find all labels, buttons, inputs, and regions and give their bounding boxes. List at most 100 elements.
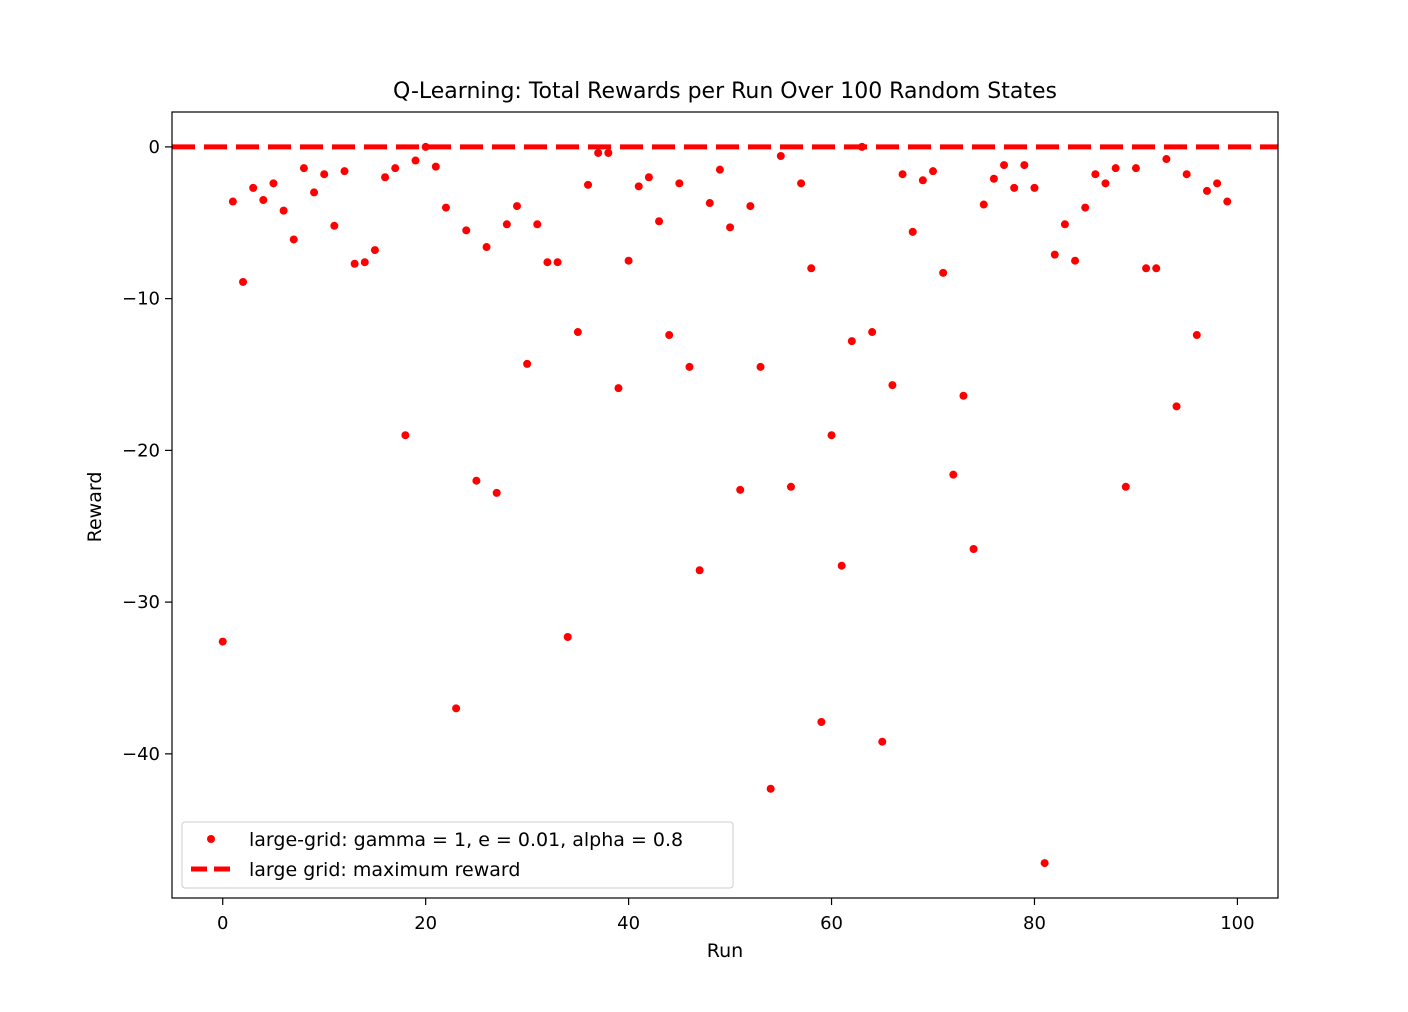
data-point bbox=[634, 182, 643, 191]
data-point bbox=[726, 223, 735, 232]
data-point bbox=[299, 164, 308, 173]
data-point bbox=[320, 170, 329, 179]
data-point bbox=[827, 431, 836, 440]
legend: large-grid: gamma = 1, e = 0.01, alpha =… bbox=[181, 821, 734, 889]
data-point bbox=[289, 235, 298, 244]
data-point bbox=[736, 485, 745, 494]
y-tick-label: −40 bbox=[122, 744, 160, 765]
data-point bbox=[594, 148, 603, 157]
x-tick-label: 20 bbox=[414, 913, 437, 934]
x-axis: 0 20 40 60 80 100 bbox=[217, 898, 1255, 934]
data-point bbox=[756, 362, 765, 371]
data-point bbox=[310, 188, 319, 197]
data-point bbox=[1202, 186, 1211, 195]
data-point bbox=[624, 256, 633, 265]
data-point bbox=[1223, 197, 1232, 206]
data-point bbox=[421, 142, 430, 151]
data-point bbox=[1010, 183, 1019, 192]
data-point bbox=[381, 173, 390, 182]
data-point bbox=[837, 561, 846, 570]
data-point bbox=[279, 206, 288, 215]
y-axis-label: Reward bbox=[84, 472, 106, 543]
data-point bbox=[929, 167, 938, 176]
data-point bbox=[1030, 183, 1039, 192]
data-point bbox=[766, 784, 775, 793]
x-axis-label: Run bbox=[707, 940, 743, 962]
data-point bbox=[523, 359, 532, 368]
data-point bbox=[1081, 203, 1090, 212]
data-point bbox=[360, 258, 369, 267]
x-tick-label: 100 bbox=[1220, 913, 1254, 934]
data-point bbox=[776, 152, 785, 161]
data-point bbox=[492, 488, 501, 497]
data-point bbox=[1192, 331, 1201, 340]
data-point bbox=[665, 331, 674, 340]
legend-label-dashed-line: large grid: maximum reward bbox=[249, 859, 520, 881]
x-tick-label: 80 bbox=[1023, 913, 1046, 934]
data-point bbox=[239, 277, 248, 286]
data-point bbox=[979, 200, 988, 209]
data-point bbox=[868, 328, 877, 337]
data-point bbox=[898, 170, 907, 179]
data-point bbox=[1091, 170, 1100, 179]
data-point bbox=[553, 258, 562, 267]
data-point bbox=[746, 202, 755, 211]
data-point bbox=[888, 381, 897, 390]
data-point bbox=[685, 362, 694, 371]
plot-frame bbox=[171, 111, 1279, 899]
legend-marker-points bbox=[207, 835, 215, 843]
legend-box bbox=[181, 821, 734, 889]
y-tick-label: −20 bbox=[122, 440, 160, 461]
data-point bbox=[1162, 155, 1171, 164]
data-point bbox=[644, 173, 653, 182]
data-point bbox=[512, 202, 521, 211]
data-point bbox=[1131, 164, 1140, 173]
data-point bbox=[878, 737, 887, 746]
chart-title: Q-Learning: Total Rewards per Run Over 1… bbox=[393, 79, 1057, 104]
data-point bbox=[857, 142, 866, 151]
data-point bbox=[655, 217, 664, 226]
data-point bbox=[1101, 179, 1110, 188]
data-point bbox=[614, 384, 623, 393]
data-point bbox=[543, 258, 552, 267]
data-point bbox=[431, 162, 440, 171]
data-point bbox=[269, 179, 278, 188]
data-point bbox=[786, 482, 795, 491]
data-point bbox=[989, 174, 998, 183]
x-tick-label: 60 bbox=[820, 913, 843, 934]
y-tick-label: 0 bbox=[149, 137, 160, 158]
plot-area bbox=[172, 142, 1278, 868]
data-point bbox=[533, 220, 542, 229]
data-point bbox=[228, 197, 237, 206]
data-point bbox=[462, 226, 471, 235]
data-point bbox=[563, 633, 572, 642]
x-tick-label: 0 bbox=[217, 913, 228, 934]
data-point bbox=[1000, 161, 1009, 170]
data-point bbox=[411, 156, 420, 165]
data-point bbox=[502, 220, 511, 229]
data-point bbox=[340, 167, 349, 176]
data-point bbox=[573, 328, 582, 337]
data-point bbox=[441, 203, 450, 212]
data-point bbox=[452, 704, 461, 713]
y-tick-label: −10 bbox=[122, 289, 160, 310]
data-point bbox=[797, 179, 806, 188]
data-point bbox=[1152, 264, 1161, 273]
data-point bbox=[259, 196, 268, 205]
data-point bbox=[1060, 220, 1069, 229]
data-point bbox=[939, 268, 948, 277]
data-point bbox=[847, 337, 856, 346]
data-point bbox=[1040, 859, 1049, 868]
data-point bbox=[1142, 264, 1151, 273]
data-point bbox=[401, 431, 410, 440]
data-point bbox=[330, 221, 339, 230]
data-point bbox=[1182, 170, 1191, 179]
x-tick-label: 40 bbox=[617, 913, 640, 934]
data-point bbox=[908, 227, 917, 236]
data-point bbox=[715, 165, 724, 174]
data-point bbox=[949, 470, 958, 479]
data-point bbox=[1020, 161, 1029, 170]
data-point bbox=[918, 176, 927, 185]
data-point bbox=[249, 183, 258, 192]
